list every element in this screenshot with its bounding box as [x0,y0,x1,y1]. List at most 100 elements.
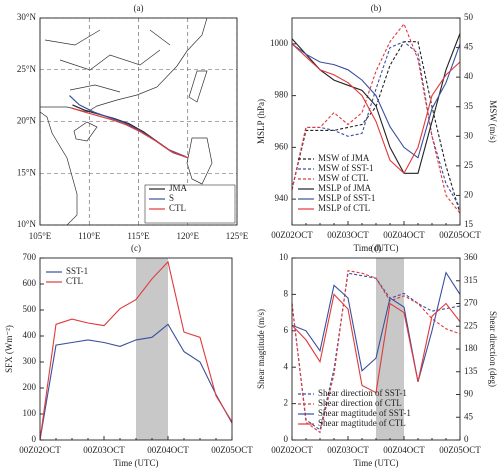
series-line [291,271,461,382]
y-tick-label: 960 [275,141,289,151]
shaded-period [376,258,404,440]
panel-title: (a) [134,3,144,13]
x-tick-label: 00Z03OCT [327,445,369,455]
y-tick-label: 15°N [17,167,37,177]
panel-title: (d) [371,243,382,253]
y-tick-label: 20°N [17,116,37,126]
x-tick-label: 115°E [127,231,150,241]
x-tick-label: 00Z04OCT [383,445,425,455]
series-line [291,293,461,394]
island [186,137,213,185]
x-tick-label: 105°E [29,231,52,241]
y-tick-label: 600 [23,278,37,288]
x-tick-label: 00Z02OCT [271,230,313,240]
y-tick-label: 2 [284,398,289,408]
legend-label: MSW of SST-1 [318,163,374,173]
plot-frame [39,257,233,441]
legend-label: Shear direction of CTL [318,398,402,408]
island [73,121,98,142]
coastline [40,17,208,113]
y-tick-label: 300 [23,356,37,366]
legend-label: CTL [66,276,83,286]
x-tick-label: 00Z05OCT [439,230,481,240]
y-tick-label: 6 [284,325,289,335]
x-tick-label: 00Z04OCT [147,445,189,455]
coastline [39,111,78,226]
series-line [291,41,461,214]
y2-axis-label: MSW (m/s) [488,100,498,143]
y2-tick-label: 315 [464,275,478,285]
y2-tick-label: 135 [464,366,478,376]
y-axis-label: SFX (Wm⁻²) [4,325,14,373]
y-tick-label: 30°N [17,12,37,22]
y2-tick-label: 25 [464,160,474,170]
legend-label: MSLP of JMA [318,183,372,193]
y-tick-label: 0 [32,434,37,444]
y-tick-label: 8 [284,288,289,298]
y2-tick-label: 180 [464,343,478,353]
y2-tick-label: 45 [464,42,474,52]
island [188,70,208,103]
y-tick-label: 10 [279,252,289,262]
y-tick-label: 10°N [17,219,37,229]
series-line [291,22,461,214]
y-tick-label: 980 [275,90,289,100]
series-line [39,260,233,441]
y2-tick-label: 0 [464,434,469,444]
plot-frame [291,257,461,441]
y2-tick-label: 270 [464,298,478,308]
x-axis-label: Time (UTC) [114,458,159,468]
panel-title: (b) [371,3,382,13]
x-tick-label: 120°E [176,231,199,241]
y-tick-label: 25°N [17,64,37,74]
x-tick-label: 00Z02OCT [271,445,313,455]
y2-tick-label: 35 [464,101,474,111]
y2-tick-label: 30 [464,130,474,140]
y-tick-label: 700 [23,252,37,262]
legend-label: MSLP of SST-1 [318,193,375,203]
y2-tick-label: 45 [464,411,474,421]
series-line [291,43,461,159]
y2-tick-label: 50 [464,12,474,22]
legend-label: Shear magtitude of CTL [318,418,406,428]
x-axis-label: Time (UTC) [354,458,399,468]
x-tick-label: 00Z03OCT [327,230,369,240]
x-tick-label: 110°E [78,231,101,241]
series-line [291,43,461,175]
y-tick-label: 1000 [270,38,289,48]
x-tick-label: 125°E [226,231,249,241]
y-tick-label: 940 [275,193,289,203]
panel-title: (c) [131,243,141,253]
series-line [291,269,461,434]
y-axis-label: MSLP (hPa) [256,99,266,144]
y-tick-label: 100 [23,408,37,418]
y2-tick-label: 225 [464,320,478,330]
legend-label: Shear magtitude of SST-1 [318,408,411,418]
legend-label: CTL [169,203,186,213]
legend-label: S [169,193,174,203]
border [44,29,171,93]
y2-tick-label: 40 [464,71,474,81]
y2-tick-label: 20 [464,189,474,199]
y2-tick-label: 360 [464,252,478,262]
series-line [39,323,233,441]
x-tick-label: 00Z05OCT [439,445,481,455]
y-axis-label: Shear magtitude (m/s) [256,309,266,389]
x-axis-label: Time (UTC) [354,243,399,253]
x-tick-label: 00Z04OCT [383,230,425,240]
y2-axis-label: Shear direction (deg) [488,311,498,387]
plot-frame [291,17,461,226]
legend-label: MSLP of CTL [318,203,370,213]
y-tick-label: 0 [284,434,289,444]
x-tick-label: 00Z03OCT [83,445,125,455]
legend-label: SST-1 [66,266,88,276]
legend-label: MSW of JMA [318,153,370,163]
legend-label: MSW of CTL [318,173,368,183]
y-tick-label: 200 [23,382,37,392]
legend-label: JMA [169,183,188,193]
y-tick-label: 500 [23,304,37,314]
legend-box [144,184,236,224]
y2-tick-label: 90 [464,389,474,399]
